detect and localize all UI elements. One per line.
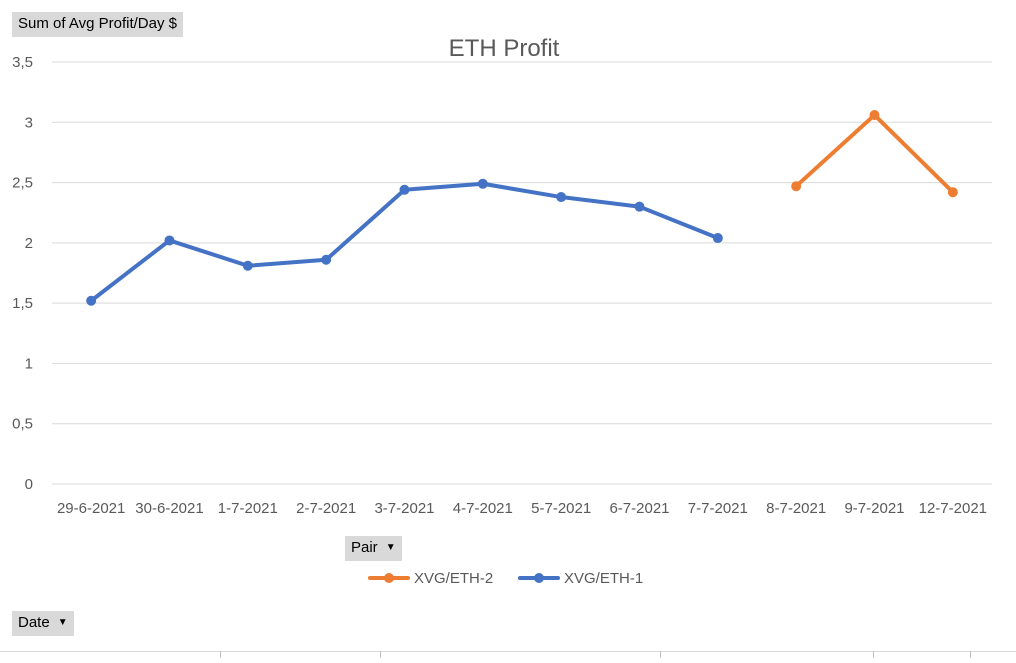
gridlines <box>52 61 992 485</box>
legend-swatch-marker <box>534 573 544 583</box>
legend-label: XVG/ETH-1 <box>564 570 643 587</box>
data-point <box>556 192 567 203</box>
data-point <box>321 254 332 265</box>
legend-field-label: Pair <box>351 539 378 556</box>
x-tick-label: 2-7-2021 <box>296 500 356 517</box>
y-tick-label: 0 <box>25 476 33 493</box>
y-axis-tick-labels: 0 0,5 1 1,5 2 2,5 3 3,5 <box>12 54 33 493</box>
legend-field-button[interactable]: Pair ▼ <box>345 536 402 561</box>
series-line <box>89 181 720 303</box>
y-tick-label: 3,5 <box>12 54 33 71</box>
y-tick-label: 2,5 <box>12 175 33 192</box>
series-lines <box>86 110 958 306</box>
x-tick-label: 9-7-2021 <box>844 500 904 517</box>
data-point <box>399 184 410 195</box>
legend: XVG/ETH-2 XVG/ETH-1 <box>368 570 643 587</box>
value-field-label: Sum of Avg Profit/Day $ <box>18 15 177 32</box>
legend-label: XVG/ETH-2 <box>414 570 493 587</box>
data-point <box>242 260 253 271</box>
worksheet-divider <box>0 651 1016 652</box>
data-point <box>634 201 645 212</box>
axis-field-button[interactable]: Date ▼ <box>12 611 74 636</box>
data-point <box>947 187 958 198</box>
y-tick-label: 2 <box>25 235 33 252</box>
x-tick-label: 3-7-2021 <box>374 500 434 517</box>
column-boundary <box>660 651 661 658</box>
x-tick-label: 12-7-2021 <box>919 500 987 517</box>
x-tick-label: 5-7-2021 <box>531 500 591 517</box>
x-tick-label: 4-7-2021 <box>453 500 513 517</box>
legend-item: XVG/ETH-1 <box>518 570 643 587</box>
x-tick-label: 1-7-2021 <box>218 500 278 517</box>
data-point <box>791 181 802 192</box>
column-boundary <box>970 651 971 658</box>
data-point <box>86 295 97 306</box>
column-boundary <box>873 651 874 658</box>
dropdown-arrow-icon: ▼ <box>385 542 396 554</box>
value-field-button[interactable]: Sum of Avg Profit/Day $ <box>12 12 183 37</box>
y-tick-label: 0,5 <box>12 416 33 433</box>
x-axis-tick-labels: 29-6-2021 30-6-2021 1-7-2021 2-7-2021 3-7-20… <box>57 500 987 517</box>
y-tick-label: 1,5 <box>12 295 33 312</box>
series-xvg-eth-2 <box>791 110 958 198</box>
x-tick-label: 30-6-2021 <box>135 500 203 517</box>
legend-swatch-marker <box>384 573 394 583</box>
x-tick-label: 8-7-2021 <box>766 500 826 517</box>
data-point <box>712 233 723 244</box>
chart-title: ETH Profit <box>449 35 560 62</box>
axis-field-label: Date <box>18 614 50 631</box>
legend-item: XVG/ETH-2 <box>368 570 493 587</box>
data-point <box>869 110 880 121</box>
dropdown-arrow-icon: ▼ <box>57 617 68 629</box>
series-xvg-eth-1 <box>86 178 723 306</box>
data-point <box>164 235 175 246</box>
x-tick-label: 7-7-2021 <box>688 500 748 517</box>
column-boundary <box>380 651 381 658</box>
series-line <box>794 113 955 195</box>
data-point <box>477 178 488 189</box>
x-tick-label: 29-6-2021 <box>57 500 125 517</box>
y-tick-label: 1 <box>25 355 33 372</box>
y-tick-label: 3 <box>25 114 33 131</box>
column-boundary <box>220 651 221 658</box>
x-tick-label: 6-7-2021 <box>609 500 669 517</box>
